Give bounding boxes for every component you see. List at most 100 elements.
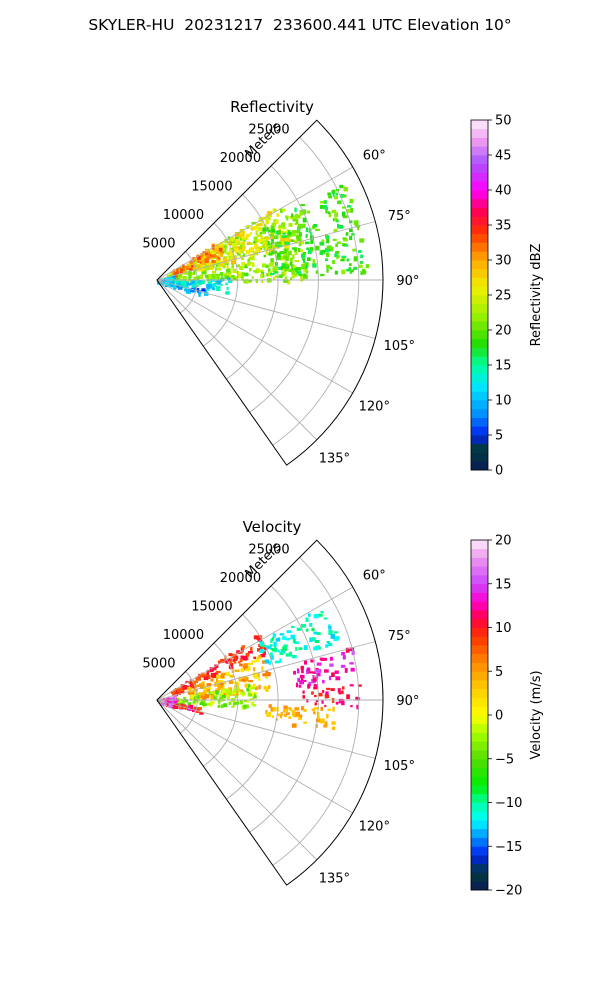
echo-cell <box>286 233 292 237</box>
echo-cell <box>349 662 354 665</box>
echo-cell <box>253 635 259 640</box>
echo-cell <box>302 252 307 255</box>
echo-cell <box>331 672 335 677</box>
angle-tick-label: 75° <box>388 209 411 224</box>
echo-cell <box>194 693 197 697</box>
echo-cell <box>176 688 182 691</box>
echo-cell <box>270 272 275 275</box>
echo-cell <box>345 232 349 236</box>
angle-tick-label: 120° <box>359 399 390 414</box>
echo-cell <box>334 670 339 674</box>
echo-cell <box>279 235 284 238</box>
echo-cell <box>294 215 297 220</box>
echo-cell <box>200 685 204 689</box>
echo-cell <box>314 684 318 688</box>
colorbar-tick-label: 0 <box>495 709 503 724</box>
echo-cell <box>198 258 201 262</box>
echo-cell <box>210 695 213 701</box>
echo-cell <box>335 636 340 639</box>
colorbar-segment <box>471 688 488 698</box>
colorbar-segment <box>471 347 488 357</box>
echo-cell <box>264 245 268 251</box>
echo-cell <box>226 269 230 273</box>
echo-cell <box>241 236 247 240</box>
echo-cell <box>293 265 297 269</box>
echo-cell <box>325 258 328 262</box>
echo-cell <box>260 240 266 244</box>
echo-cell <box>297 237 302 241</box>
echo-cell <box>318 692 323 697</box>
echo-cell <box>283 705 288 710</box>
echo-cell <box>280 649 286 654</box>
echo-cell <box>194 257 197 262</box>
echo-cell <box>338 692 342 695</box>
echo-cell <box>283 256 287 259</box>
echo-cell <box>226 688 230 693</box>
angle-gridline <box>156 279 353 394</box>
echo-cell <box>271 637 275 641</box>
velocity-panel: Velocity 5000 10000 15000 20000 25000 60° 75° 9… <box>142 518 419 886</box>
echo-cell <box>327 708 332 711</box>
echo-cell <box>332 706 335 712</box>
echo-cell <box>326 687 331 691</box>
echo-cell <box>287 268 291 271</box>
echo-cell <box>349 684 354 687</box>
colorbar-segment <box>471 706 488 716</box>
echo-cell <box>231 263 234 269</box>
echo-cell <box>320 657 324 661</box>
echo-cell <box>339 184 344 189</box>
echo-cell <box>240 244 243 248</box>
colorbar-segment <box>471 811 488 821</box>
echo-cell <box>285 653 290 657</box>
echo-cell <box>248 257 252 260</box>
echo-cell <box>317 632 321 636</box>
range-ring <box>249 585 319 833</box>
echo-cell <box>236 240 241 246</box>
echo-cell <box>320 273 325 277</box>
echo-cell <box>281 222 286 227</box>
echo-cell <box>216 258 221 261</box>
echo-cell <box>343 194 347 198</box>
angle-tick-label: 105° <box>384 759 415 774</box>
echo-cell <box>214 690 217 694</box>
colorbar-segment <box>471 303 488 313</box>
echo-cell <box>296 627 302 631</box>
echo-cell <box>244 263 248 269</box>
echo-cell <box>349 269 354 273</box>
echo-cell <box>341 256 345 262</box>
echo-cell <box>239 248 244 254</box>
echo-cell <box>243 279 247 284</box>
echo-cell <box>292 218 298 222</box>
echo-cell <box>282 232 286 235</box>
echo-cell <box>180 270 185 275</box>
echo-cell <box>323 205 328 209</box>
echo-cell <box>240 655 244 660</box>
echo-cell <box>228 653 233 657</box>
echo-cell <box>311 637 316 642</box>
echo-cell <box>200 253 204 258</box>
echo-cell <box>191 265 194 268</box>
echo-cell <box>359 261 363 264</box>
echo-cell <box>258 246 263 249</box>
colorbar-tick-label: 35 <box>495 219 512 234</box>
echo-cell <box>306 667 311 672</box>
colorbar-tick-label: 45 <box>495 149 512 164</box>
echo-cell <box>193 270 196 275</box>
echo-cell <box>305 227 308 233</box>
echo-cell <box>207 702 210 706</box>
radial-tick-label: 20000 <box>220 571 261 586</box>
echo-cell <box>365 264 370 269</box>
echo-cell <box>291 274 295 278</box>
echo-cell <box>349 647 354 651</box>
echo-cell <box>346 258 350 262</box>
echo-cell <box>358 250 362 253</box>
echo-cell <box>223 659 228 663</box>
echo-cell <box>328 630 333 635</box>
echo-cell <box>289 261 293 266</box>
echo-cell <box>213 255 218 258</box>
echo-cell <box>226 261 229 266</box>
colorbar-segment <box>471 312 488 322</box>
echo-cell <box>209 667 214 672</box>
echo-cell <box>342 686 345 690</box>
echo-cell <box>252 672 258 677</box>
